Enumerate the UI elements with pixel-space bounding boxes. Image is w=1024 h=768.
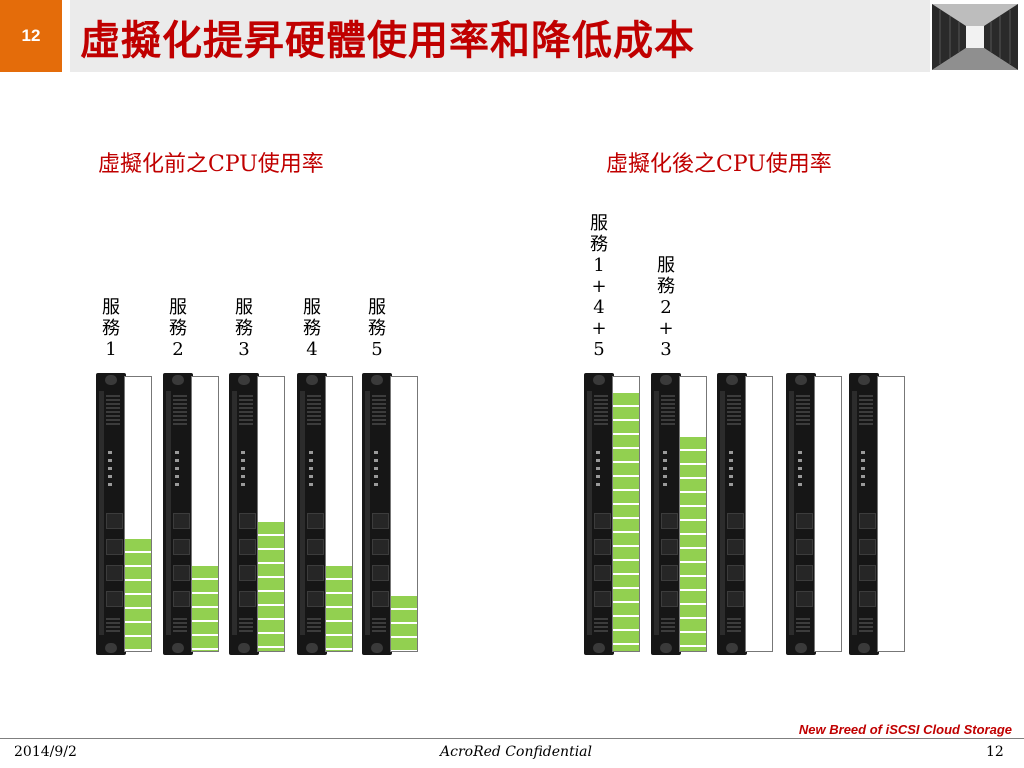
slide-number-badge: 12 <box>0 0 62 72</box>
after-cpu-meter-2 <box>679 376 707 652</box>
server-label-char: 務 <box>590 234 608 255</box>
server-label-char: 服 <box>368 297 386 318</box>
cpu-utilization-fill <box>680 437 706 651</box>
server-label-char: 服 <box>235 297 253 318</box>
server-label-char: 1 <box>105 339 117 360</box>
after-cpu-meter-5 <box>877 376 905 652</box>
cpu-utilization-fill <box>125 538 151 651</box>
server-label-char: 2 <box>660 297 672 318</box>
after-server-label-2: 服務 2 +3 <box>653 255 679 360</box>
server-label-char: 服 <box>657 255 675 276</box>
datacenter-photo-icon <box>932 4 1018 70</box>
server-label-char: + <box>658 318 674 339</box>
before-rack-server-icon-1 <box>96 373 126 655</box>
server-label-char: + <box>591 318 607 339</box>
cpu-utilization-fill <box>613 393 639 651</box>
cpu-utilization-fill <box>391 596 417 651</box>
before-rack-server-icon-4 <box>297 373 327 655</box>
server-label-char: 務 <box>169 318 187 339</box>
server-label-char: 服 <box>590 213 608 234</box>
server-label-char: 服 <box>102 297 120 318</box>
page-title: 虛擬化提昇硬體使用率和降低成本 <box>80 17 695 64</box>
before-caption: 虛擬化前之CPU使用率 <box>98 152 324 177</box>
cpu-utilization-fill <box>258 522 284 651</box>
server-label-char: 3 <box>238 339 250 360</box>
server-label-char: 4 <box>306 339 318 360</box>
after-rack-server-icon-4 <box>786 373 816 655</box>
after-server-label-1: 服務 1 +4 +5 <box>586 213 612 360</box>
server-label-char: 5 <box>371 339 383 360</box>
footer-confidential: AcroRed Confidential <box>440 744 592 760</box>
before-cpu-meter-4 <box>325 376 353 652</box>
server-label-char: 務 <box>235 318 253 339</box>
server-label-char: 5 <box>593 339 605 360</box>
before-cpu-meter-2 <box>191 376 219 652</box>
after-rack-server-icon-3 <box>717 373 747 655</box>
server-label-char: 務 <box>368 318 386 339</box>
cpu-utilization-fill <box>192 566 218 651</box>
server-label-char: 4 <box>593 297 605 318</box>
server-label-char: 務 <box>102 318 120 339</box>
after-cpu-meter-3 <box>745 376 773 652</box>
before-rack-server-icon-2 <box>163 373 193 655</box>
after-cpu-meter-1 <box>612 376 640 652</box>
footer-divider <box>0 738 1024 739</box>
after-rack-server-icon-1 <box>584 373 614 655</box>
server-label-char: 2 <box>172 339 184 360</box>
server-label-char: 1 <box>593 255 605 276</box>
after-cpu-meter-4 <box>814 376 842 652</box>
tagline: New Breed of iSCSI Cloud Storage <box>798 722 1012 737</box>
server-label-char: 服 <box>169 297 187 318</box>
server-label-char: 服 <box>303 297 321 318</box>
server-label-char: 務 <box>657 276 675 297</box>
server-label-char: + <box>591 276 607 297</box>
server-label-char: 務 <box>303 318 321 339</box>
cpu-utilization-fill <box>326 566 352 651</box>
slide-number: 12 <box>21 26 41 45</box>
footer-date: 2014/9/2 <box>14 744 77 760</box>
before-cpu-meter-3 <box>257 376 285 652</box>
server-label-char: 3 <box>660 339 672 360</box>
before-rack-server-icon-5 <box>362 373 392 655</box>
before-cpu-meter-5 <box>390 376 418 652</box>
before-rack-server-icon-3 <box>229 373 259 655</box>
title-bar <box>70 0 930 72</box>
after-rack-server-icon-5 <box>849 373 879 655</box>
after-caption: 虛擬化後之CPU使用率 <box>606 152 832 177</box>
before-cpu-meter-1 <box>124 376 152 652</box>
datacenter-thumbnail <box>932 4 1018 70</box>
after-rack-server-icon-2 <box>651 373 681 655</box>
footer-page-number: 12 <box>986 744 1004 760</box>
